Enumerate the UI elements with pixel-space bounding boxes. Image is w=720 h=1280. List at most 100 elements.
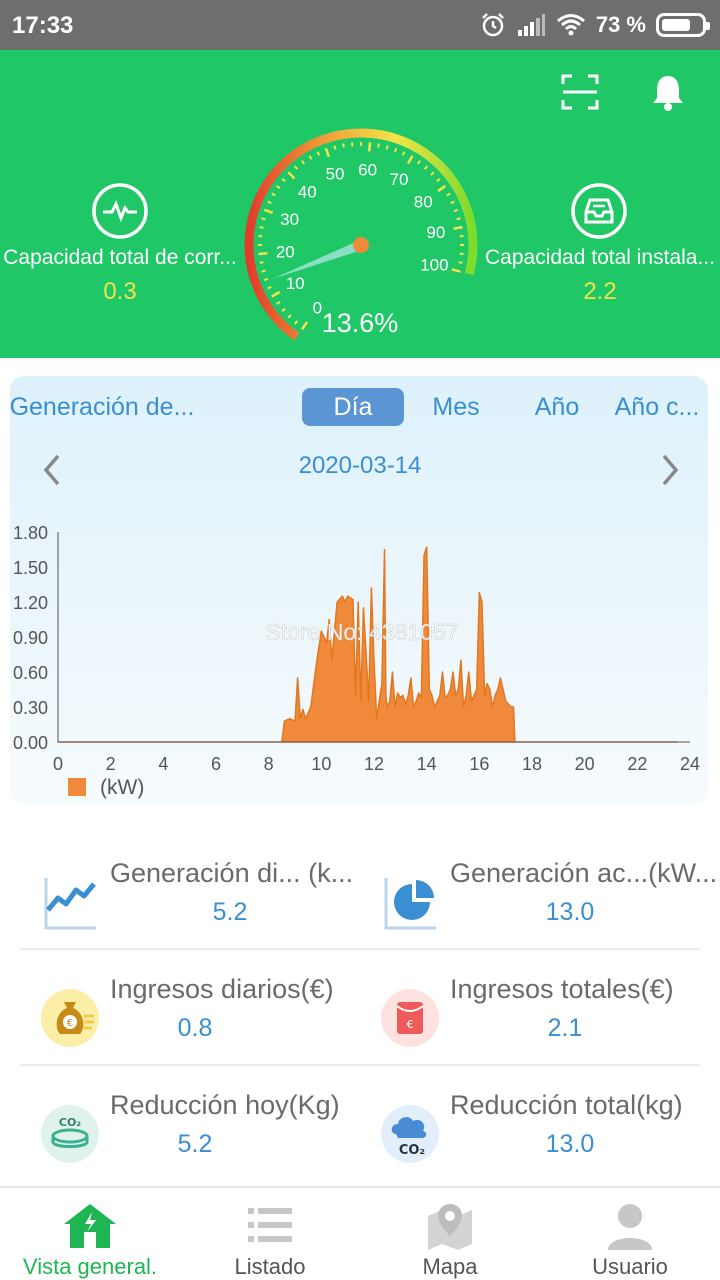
gauge-tick [267, 285, 272, 290]
gauge-tick [450, 200, 455, 205]
y-tick-label: 0.00 [13, 733, 48, 753]
alarm-icon [481, 13, 504, 37]
nav-overview[interactable]: Vista general. [0, 1188, 180, 1280]
gauge-tick-label: 20 [276, 243, 295, 262]
svg-text:€: € [67, 1018, 73, 1029]
gauge-tick [294, 320, 299, 325]
gauge-tick-label: 10 [286, 274, 305, 293]
gauge-percent: 13.6% [321, 308, 399, 338]
gauge-labels: 0 10 20 30 40 50 60 70 80 90 100 [276, 160, 449, 317]
generation-chart-card: Generación de... Día Mes Año Año c... 20… [10, 376, 708, 804]
stat-value: 0.8 [177, 1014, 213, 1042]
x-tick-label: 14 [417, 754, 437, 774]
nav-label: Mapa [422, 1254, 478, 1279]
x-tick-label: 20 [575, 754, 595, 774]
installed-capacity-value: 2.2 [583, 278, 617, 305]
gauge-tick [385, 145, 389, 150]
gauge-tick [451, 268, 461, 273]
y-tick-label: 0.30 [13, 698, 48, 718]
x-tick-label: 10 [311, 754, 331, 774]
installed-capacity-title: Capacidad total instala... [485, 246, 715, 269]
stat-label: Ingresos totales(€) [450, 974, 674, 1004]
x-tick-label: 24 [680, 754, 700, 774]
generation-area-chart: 0.000.300.600.901.201.501.80 0 2 4 6 8 10 12 14… [13, 523, 700, 799]
gauge-tick [316, 151, 321, 156]
gauge-tick [324, 147, 331, 158]
y-tick-label: 1.50 [13, 558, 48, 578]
tab-day[interactable]: Día [302, 388, 404, 426]
stat-accumulated-generation: Generación ac...(kW... 13.0 [380, 858, 720, 958]
bell-icon[interactable] [648, 72, 688, 112]
nav-list[interactable]: Listado [180, 1188, 360, 1280]
gauge-tick [406, 155, 414, 165]
stat-daily-generation: Generación di... (k... 5.2 [40, 858, 380, 958]
gauge-tick [263, 208, 274, 215]
gauge-tick [436, 178, 441, 183]
x-tick-label: 0 [53, 754, 63, 774]
current-capacity-value: 0.3 [103, 278, 137, 305]
gauge-tick-label: 30 [280, 210, 299, 229]
gauge-arc [244, 128, 478, 341]
gauge-tick [259, 226, 264, 229]
tab-cumulative-year[interactable]: Año c... [614, 393, 700, 421]
nav-map[interactable]: Mapa [360, 1188, 540, 1280]
battery-percent: 73 % [595, 12, 646, 37]
y-tick-label: 1.20 [13, 593, 48, 613]
gauge-tick-label: 100 [420, 256, 448, 275]
x-tick-label: 2 [106, 754, 116, 774]
gauge-tick [294, 165, 299, 170]
pie-chart-icon [384, 878, 436, 930]
gauge-tick [267, 200, 272, 205]
x-tick-label: 16 [469, 754, 489, 774]
signal-icon [517, 14, 545, 36]
co2-cloud-icon: CO₂ [381, 1105, 439, 1163]
tab-year[interactable]: Año [534, 393, 580, 421]
money-bag-icon: € [41, 989, 99, 1047]
tab-generation[interactable]: Generación de... [9, 393, 195, 421]
x-tick-label: 4 [158, 754, 168, 774]
gauge-tick [261, 269, 266, 273]
stat-value: 5.2 [212, 898, 248, 926]
scan-icon[interactable] [560, 72, 600, 112]
stat-value: 13.0 [545, 1130, 595, 1158]
gauge-tick [446, 192, 451, 197]
gauge-ticks [258, 142, 464, 331]
tab-month[interactable]: Mes [432, 393, 480, 421]
map-pin-icon [428, 1204, 472, 1250]
gauge-tick [261, 217, 266, 221]
x-tick-label: 8 [264, 754, 274, 774]
gauge-needle [272, 240, 363, 280]
divider [20, 948, 700, 950]
gauge-tick [258, 251, 268, 256]
stat-label: Generación di... (k... [110, 858, 354, 888]
stat-value: 2.1 [547, 1014, 583, 1042]
nav-label: Listado [234, 1254, 306, 1279]
list-icon [248, 1208, 292, 1242]
gauge-tick-label: 50 [326, 165, 345, 184]
gauge-tick [301, 160, 306, 165]
legend-label: (kW) [100, 776, 144, 799]
x-tick-label: 22 [627, 754, 647, 774]
battery-icon [656, 13, 710, 37]
home-icon [64, 1204, 116, 1248]
gauge-tick-label: 70 [390, 170, 409, 189]
gauge-tick [287, 314, 292, 319]
gauge-tick [263, 277, 269, 282]
gauge-tick [377, 143, 380, 148]
nav-user[interactable]: Usuario [540, 1188, 720, 1280]
selected-date: 2020-03-14 [298, 452, 422, 479]
user-icon [608, 1204, 652, 1250]
gauge-tick [271, 192, 276, 197]
previous-date-arrow-icon[interactable] [38, 450, 66, 490]
gauge-tick [281, 307, 286, 312]
gauge-tick [259, 261, 264, 264]
battery-fill [662, 19, 690, 31]
stat-total-income: € Ingresos totales(€) 2.1 [380, 974, 720, 1074]
next-date-arrow-icon[interactable] [656, 450, 684, 490]
gauge-tick [281, 178, 286, 183]
pulse-icon [92, 183, 148, 239]
gauge-tick [333, 145, 337, 150]
gauge-tick [458, 261, 463, 264]
svg-text:CO₂: CO₂ [399, 1143, 425, 1158]
gauge-tick-label: 0 [313, 298, 322, 317]
